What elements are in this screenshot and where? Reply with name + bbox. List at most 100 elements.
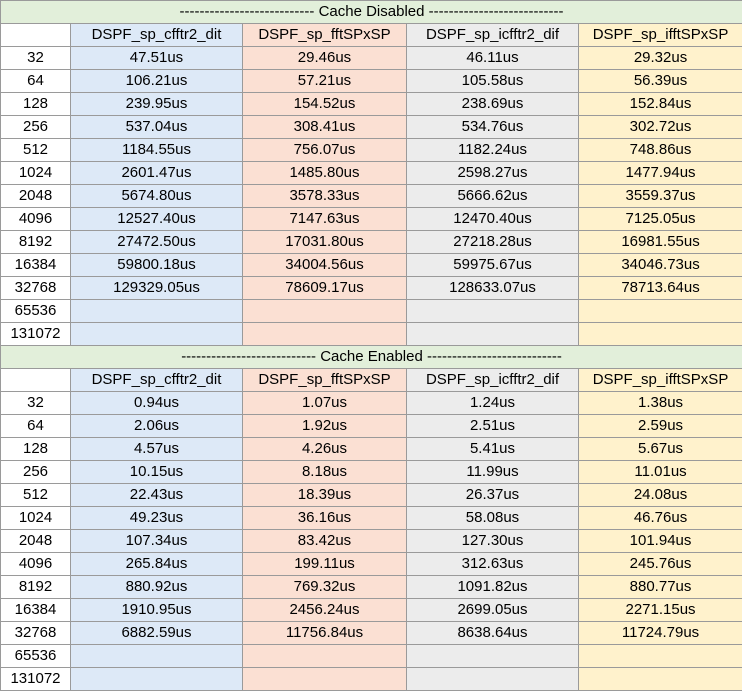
value-cell-fftspxsp[interactable] bbox=[242, 299, 407, 323]
value-cell-cfftr2-dit[interactable]: 1184.55us bbox=[70, 138, 243, 162]
value-cell-ifftspxsp[interactable] bbox=[577, 667, 742, 691]
value-cell-fftspxsp[interactable]: 4.26us bbox=[242, 437, 407, 461]
corner-cell[interactable] bbox=[0, 23, 71, 47]
size-cell[interactable]: 1024 bbox=[0, 506, 71, 530]
value-cell-icfftr2-dif[interactable]: 312.63us bbox=[406, 552, 579, 576]
value-cell-fftspxsp[interactable]: 7147.63us bbox=[242, 207, 407, 231]
value-cell-icfftr2-dif[interactable]: 8638.64us bbox=[406, 621, 579, 645]
value-cell-fftspxsp[interactable]: 1.07us bbox=[242, 391, 407, 415]
value-cell-cfftr2-dit[interactable]: 47.51us bbox=[70, 46, 243, 70]
value-cell-ifftspxsp[interactable]: 302.72us bbox=[577, 115, 742, 139]
value-cell-fftspxsp[interactable] bbox=[242, 644, 407, 668]
value-cell-icfftr2-dif[interactable] bbox=[406, 667, 579, 691]
size-cell[interactable]: 65536 bbox=[0, 644, 71, 668]
value-cell-icfftr2-dif[interactable]: 105.58us bbox=[406, 69, 579, 93]
corner-cell[interactable] bbox=[0, 368, 71, 392]
value-cell-fftspxsp[interactable]: 78609.17us bbox=[242, 276, 407, 300]
size-cell[interactable]: 256 bbox=[0, 115, 71, 139]
value-cell-ifftspxsp[interactable]: 16981.55us bbox=[577, 230, 742, 254]
value-cell-ifftspxsp[interactable]: 245.76us bbox=[577, 552, 742, 576]
value-cell-fftspxsp[interactable] bbox=[242, 322, 407, 346]
size-cell[interactable]: 8192 bbox=[0, 575, 71, 599]
column-header-ifftspxsp[interactable]: DSPF_sp_ifftSPxSP bbox=[577, 368, 742, 392]
size-cell[interactable]: 8192 bbox=[0, 230, 71, 254]
value-cell-ifftspxsp[interactable]: 2271.15us bbox=[577, 598, 742, 622]
value-cell-fftspxsp[interactable]: 3578.33us bbox=[242, 184, 407, 208]
size-cell[interactable]: 4096 bbox=[0, 207, 71, 231]
value-cell-icfftr2-dif[interactable] bbox=[406, 299, 579, 323]
value-cell-ifftspxsp[interactable]: 29.32us bbox=[577, 46, 742, 70]
size-cell[interactable]: 16384 bbox=[0, 253, 71, 277]
value-cell-cfftr2-dit[interactable]: 107.34us bbox=[70, 529, 243, 553]
value-cell-cfftr2-dit[interactable]: 0.94us bbox=[70, 391, 243, 415]
value-cell-ifftspxsp[interactable]: 3559.37us bbox=[577, 184, 742, 208]
value-cell-cfftr2-dit[interactable] bbox=[70, 667, 243, 691]
value-cell-ifftspxsp[interactable] bbox=[577, 322, 742, 346]
value-cell-ifftspxsp[interactable]: 880.77us bbox=[577, 575, 742, 599]
value-cell-icfftr2-dif[interactable]: 1182.24us bbox=[406, 138, 579, 162]
value-cell-fftspxsp[interactable] bbox=[242, 667, 407, 691]
value-cell-icfftr2-dif[interactable]: 5.41us bbox=[406, 437, 579, 461]
value-cell-ifftspxsp[interactable]: 11.01us bbox=[577, 460, 742, 484]
value-cell-cfftr2-dit[interactable]: 537.04us bbox=[70, 115, 243, 139]
size-cell[interactable]: 65536 bbox=[0, 299, 71, 323]
value-cell-ifftspxsp[interactable]: 1477.94us bbox=[577, 161, 742, 185]
value-cell-cfftr2-dit[interactable]: 1910.95us bbox=[70, 598, 243, 622]
size-cell[interactable]: 64 bbox=[0, 414, 71, 438]
value-cell-cfftr2-dit[interactable]: 265.84us bbox=[70, 552, 243, 576]
size-cell[interactable]: 32 bbox=[0, 46, 71, 70]
size-cell[interactable]: 1024 bbox=[0, 161, 71, 185]
column-header-icfftr2-dif[interactable]: DSPF_sp_icfftr2_dif bbox=[406, 368, 579, 392]
value-cell-icfftr2-dif[interactable]: 238.69us bbox=[406, 92, 579, 116]
value-cell-ifftspxsp[interactable]: 11724.79us bbox=[577, 621, 742, 645]
value-cell-icfftr2-dif[interactable]: 1091.82us bbox=[406, 575, 579, 599]
value-cell-fftspxsp[interactable]: 11756.84us bbox=[242, 621, 407, 645]
value-cell-fftspxsp[interactable]: 8.18us bbox=[242, 460, 407, 484]
column-header-icfftr2-dif[interactable]: DSPF_sp_icfftr2_dif bbox=[406, 23, 579, 47]
value-cell-icfftr2-dif[interactable]: 5666.62us bbox=[406, 184, 579, 208]
value-cell-cfftr2-dit[interactable] bbox=[70, 299, 243, 323]
value-cell-icfftr2-dif[interactable]: 2598.27us bbox=[406, 161, 579, 185]
value-cell-ifftspxsp[interactable]: 7125.05us bbox=[577, 207, 742, 231]
value-cell-ifftspxsp[interactable]: 101.94us bbox=[577, 529, 742, 553]
value-cell-cfftr2-dit[interactable]: 2.06us bbox=[70, 414, 243, 438]
value-cell-fftspxsp[interactable]: 154.52us bbox=[242, 92, 407, 116]
size-cell[interactable]: 16384 bbox=[0, 598, 71, 622]
value-cell-cfftr2-dit[interactable]: 239.95us bbox=[70, 92, 243, 116]
value-cell-fftspxsp[interactable]: 36.16us bbox=[242, 506, 407, 530]
value-cell-cfftr2-dit[interactable]: 49.23us bbox=[70, 506, 243, 530]
value-cell-fftspxsp[interactable]: 18.39us bbox=[242, 483, 407, 507]
size-cell[interactable]: 512 bbox=[0, 483, 71, 507]
size-cell[interactable]: 64 bbox=[0, 69, 71, 93]
value-cell-fftspxsp[interactable]: 1485.80us bbox=[242, 161, 407, 185]
value-cell-ifftspxsp[interactable]: 56.39us bbox=[577, 69, 742, 93]
column-header-cfftr2-dit[interactable]: DSPF_sp_cfftr2_dit bbox=[70, 23, 243, 47]
value-cell-fftspxsp[interactable]: 57.21us bbox=[242, 69, 407, 93]
value-cell-icfftr2-dif[interactable]: 128633.07us bbox=[406, 276, 579, 300]
value-cell-fftspxsp[interactable]: 83.42us bbox=[242, 529, 407, 553]
size-cell[interactable]: 4096 bbox=[0, 552, 71, 576]
value-cell-cfftr2-dit[interactable] bbox=[70, 322, 243, 346]
column-header-fftspxsp[interactable]: DSPF_sp_fftSPxSP bbox=[242, 23, 407, 47]
value-cell-icfftr2-dif[interactable]: 26.37us bbox=[406, 483, 579, 507]
value-cell-ifftspxsp[interactable]: 46.76us bbox=[577, 506, 742, 530]
value-cell-ifftspxsp[interactable]: 748.86us bbox=[577, 138, 742, 162]
value-cell-cfftr2-dit[interactable]: 6882.59us bbox=[70, 621, 243, 645]
value-cell-cfftr2-dit[interactable]: 106.21us bbox=[70, 69, 243, 93]
size-cell[interactable]: 131072 bbox=[0, 322, 71, 346]
size-cell[interactable]: 32 bbox=[0, 391, 71, 415]
value-cell-fftspxsp[interactable]: 199.11us bbox=[242, 552, 407, 576]
value-cell-cfftr2-dit[interactable]: 27472.50us bbox=[70, 230, 243, 254]
value-cell-icfftr2-dif[interactable]: 46.11us bbox=[406, 46, 579, 70]
value-cell-fftspxsp[interactable]: 17031.80us bbox=[242, 230, 407, 254]
value-cell-ifftspxsp[interactable] bbox=[577, 644, 742, 668]
value-cell-ifftspxsp[interactable] bbox=[577, 299, 742, 323]
value-cell-cfftr2-dit[interactable]: 880.92us bbox=[70, 575, 243, 599]
value-cell-icfftr2-dif[interactable]: 12470.40us bbox=[406, 207, 579, 231]
value-cell-icfftr2-dif[interactable]: 27218.28us bbox=[406, 230, 579, 254]
value-cell-icfftr2-dif[interactable]: 127.30us bbox=[406, 529, 579, 553]
value-cell-fftspxsp[interactable]: 34004.56us bbox=[242, 253, 407, 277]
value-cell-icfftr2-dif[interactable]: 11.99us bbox=[406, 460, 579, 484]
value-cell-cfftr2-dit[interactable]: 10.15us bbox=[70, 460, 243, 484]
value-cell-cfftr2-dit[interactable]: 59800.18us bbox=[70, 253, 243, 277]
